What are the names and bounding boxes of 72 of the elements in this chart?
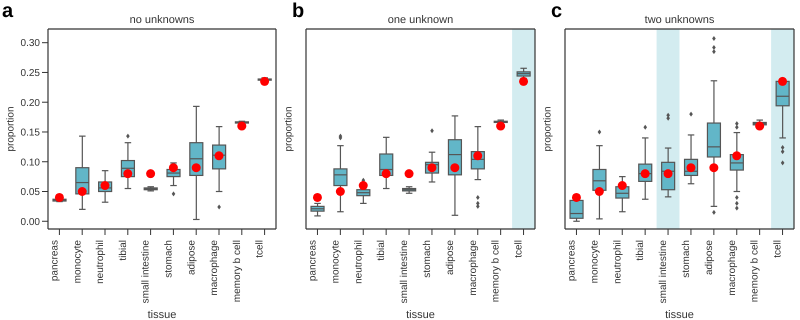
point <box>594 187 604 196</box>
x-axis-title: tissue <box>148 309 176 320</box>
point <box>778 76 788 86</box>
x-tick-label: tibial <box>376 240 388 261</box>
x-tick-label: neutrophil <box>95 240 106 284</box>
x-tick-label: tcell <box>514 240 525 258</box>
x-tick-label: adipose <box>704 240 715 276</box>
point <box>450 163 460 172</box>
x-tick-label: tcell <box>772 240 784 258</box>
point <box>382 169 391 178</box>
point <box>123 169 132 178</box>
x-tick-label: monocyte <box>330 240 342 284</box>
chart-title: two unknowns <box>644 14 716 26</box>
x-tick-label: memory b cell <box>750 240 761 302</box>
x-tick-label: tibial <box>118 240 129 261</box>
x-tick-label: memory b cell <box>232 240 243 302</box>
y-tick-label: 0.20 <box>20 98 40 109</box>
y-tick-label: 0.25 <box>20 68 40 79</box>
point <box>54 192 64 202</box>
text: c <box>551 0 562 23</box>
x-tick-label: neutrophil <box>353 240 364 284</box>
point <box>732 151 742 160</box>
x-tick-label: memory b cell <box>490 240 502 302</box>
y-tick-label: 0.05 <box>20 187 40 198</box>
x-axis-title: tissue <box>665 309 694 320</box>
text: b <box>292 0 304 23</box>
x-tick-label: pancreas <box>308 240 319 282</box>
x-tick-label: small intestine <box>399 240 410 304</box>
point <box>496 122 506 131</box>
chart-title: no unknowns <box>128 14 196 26</box>
x-tick-label: macrophage <box>726 240 738 296</box>
x-tick-label: adipose <box>444 240 456 276</box>
y-tick-label: 0.30 <box>20 38 40 50</box>
x-tick-label: pancreas <box>566 240 578 282</box>
text: a <box>2 0 14 23</box>
x-tick-label: tibial <box>635 240 646 261</box>
x-tick-label: stomach <box>164 240 174 278</box>
point <box>260 76 270 86</box>
y-tick-label: 0.10 <box>20 157 40 168</box>
x-tick-label: pancreas <box>50 240 60 282</box>
x-tick-label: neutrophil <box>612 240 624 284</box>
x-tick-label: macrophage <box>468 240 479 296</box>
point <box>78 187 87 196</box>
x-tick-label: tcell <box>254 240 266 258</box>
y-tick-label: 0.00 <box>20 216 40 228</box>
point <box>519 76 528 86</box>
point <box>146 169 156 178</box>
point <box>618 181 627 190</box>
point <box>237 122 246 131</box>
x-tick-label: small intestine <box>658 240 670 304</box>
y-axis-title: proportion <box>6 106 17 152</box>
x-tick-label: adipose <box>186 240 198 276</box>
point <box>168 163 178 172</box>
point <box>192 163 201 172</box>
point <box>312 192 322 202</box>
point <box>709 163 718 172</box>
x-tick-label: monocyte <box>72 240 84 284</box>
y-tick-label: 0.15 <box>20 128 40 139</box>
x-tick-label: monocyte <box>589 240 600 284</box>
point <box>404 169 414 178</box>
point <box>572 192 581 202</box>
point <box>336 187 345 196</box>
y-axis-title: proportion <box>284 106 295 152</box>
x-axis-title: tissue <box>406 309 435 320</box>
x-tick-label: small intestine <box>140 240 152 304</box>
point <box>358 181 368 190</box>
y-axis-title: proportion <box>542 106 554 152</box>
chart-title: one unknown <box>386 14 454 26</box>
x-tick-label: stomach <box>681 240 692 278</box>
x-tick-label: stomach <box>422 240 434 278</box>
x-tick-label: macrophage <box>209 240 220 296</box>
point <box>755 122 764 131</box>
